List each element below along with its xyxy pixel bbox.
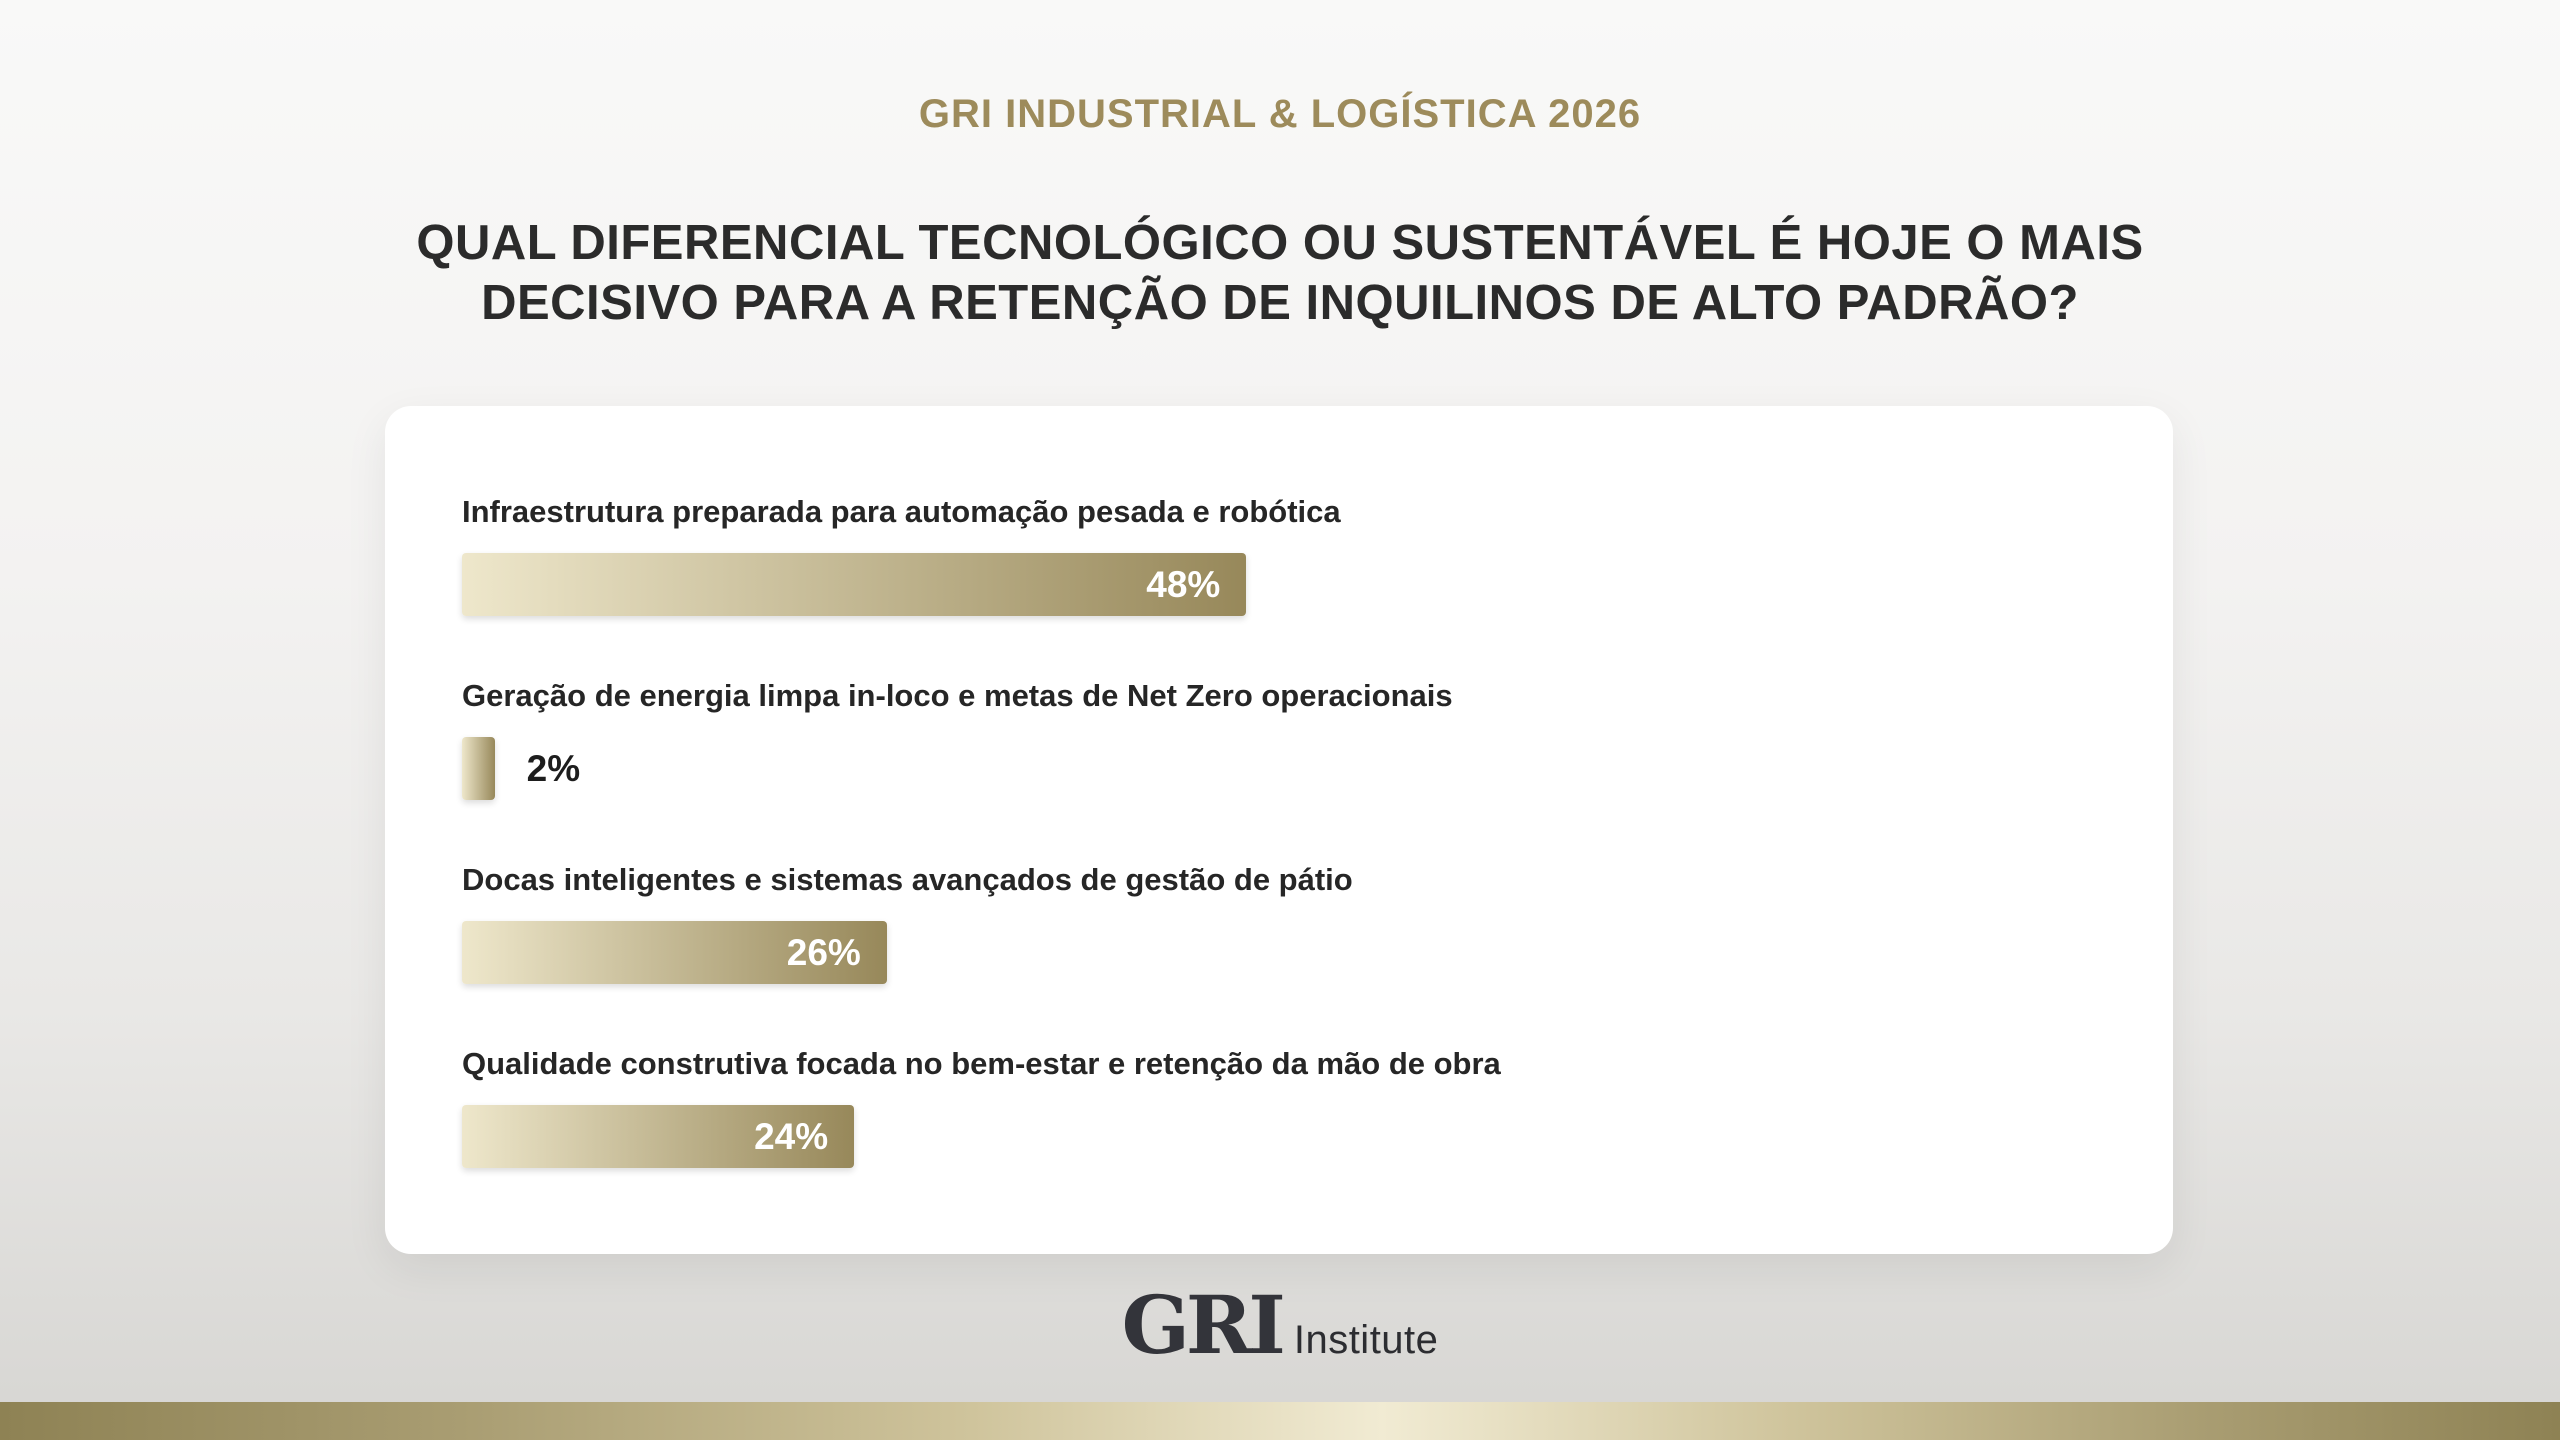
gri-logo-wordmark: GRI [1121, 1278, 1286, 1372]
poll-question-line-2: DECISIVO PARA A RETENÇÃO DE INQUILINOS D… [481, 276, 2079, 330]
poll-option-label: Infraestrutura preparada para automação … [462, 494, 1341, 529]
gold-gradient-footer-bar [0, 1402, 2560, 1440]
result-bar-track: 24% [462, 1105, 2096, 1168]
poll-results-card: Infraestrutura preparada para automação … [385, 406, 2173, 1254]
result-bar-track: 2% [462, 737, 2096, 800]
result-bar: 48% [462, 553, 1247, 616]
poll-option-row: Geração de energia limpa in-loco e metas… [462, 676, 2096, 800]
percent-label: 24% [754, 1115, 829, 1157]
gri-logo-institute-text: Institute [1293, 1318, 1439, 1362]
result-bar: 26% [462, 921, 887, 984]
poll-option-label: Geração de energia limpa in-loco e metas… [462, 678, 1453, 713]
poll-option-row: Qualidade construtiva focada no bem-esta… [462, 1044, 2096, 1168]
poll-question-line-1: QUAL DIFERENCIAL TECNOLÓGICO OU SUSTENTÁ… [416, 216, 2144, 270]
percent-label: 48% [1146, 563, 1221, 605]
percent-label: 26% [786, 931, 861, 973]
poll-option-row: Infraestrutura preparada para automação … [462, 492, 2096, 616]
percent-label-outside: 2% [526, 747, 581, 789]
event-eyebrow: GRI INDUSTRIAL & LOGÍSTICA 2026 [918, 92, 1642, 136]
result-bar: 24% [462, 1105, 855, 1168]
gri-institute-logo: GRI Institute [0, 1278, 2560, 1372]
result-bar-track: 48% [462, 553, 2096, 616]
poll-question-title: QUAL DIFERENCIAL TECNOLÓGICO OU SUSTENTÁ… [0, 213, 2560, 333]
poll-option-row: Docas inteligentes e sistemas avançados … [462, 860, 2096, 984]
poll-option-label: Qualidade construtiva focada no bem-esta… [462, 1046, 1501, 1081]
result-bar-track: 26% [462, 921, 2096, 984]
result-bar [462, 737, 495, 800]
poll-option-label: Docas inteligentes e sistemas avançados … [462, 862, 1353, 897]
